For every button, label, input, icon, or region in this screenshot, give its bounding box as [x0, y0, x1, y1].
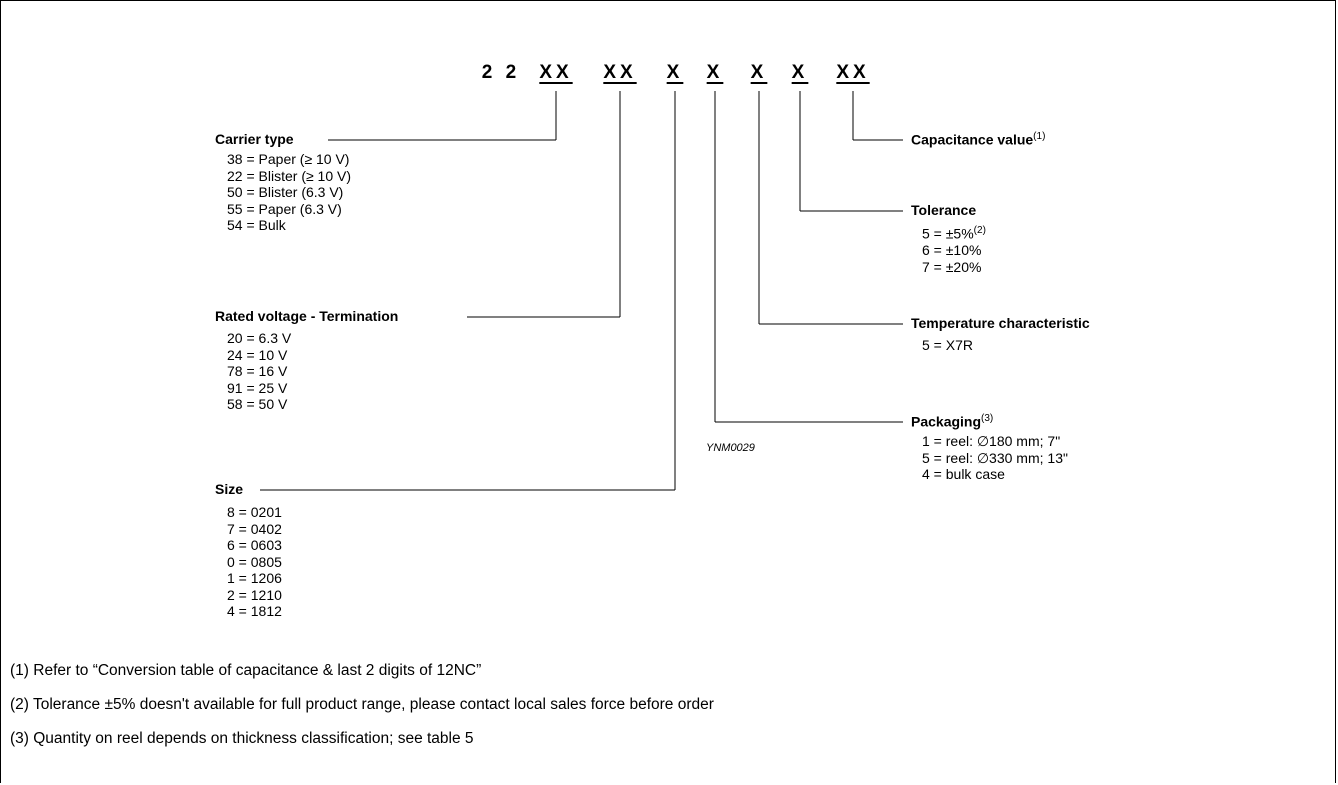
code-group-size: X: [666, 62, 684, 83]
list-item: 1 = reel: ∅180 mm; 7": [922, 433, 1061, 449]
code-group-voltage: XX: [603, 62, 637, 83]
carrier-type-list: 38 = Paper (≥ 10 V) 22 = Blister (≥ 10 V…: [227, 151, 351, 234]
carrier-type-title: Carrier type: [215, 131, 294, 147]
packaging-title: Packaging(3): [911, 413, 993, 430]
list-item: 6 = 0603: [227, 537, 282, 553]
footnote-2: (2) Tolerance ±5% doesn't available for …: [10, 696, 714, 713]
temperature-list: 5 = X7R: [922, 337, 973, 354]
code-group-packaging: X: [706, 62, 724, 83]
capacitance-title-text: Capacitance value: [911, 131, 1034, 148]
tolerance-title: Tolerance: [911, 202, 977, 218]
list-item: 4 = bulk case: [922, 466, 1005, 482]
list-item: 55 = Paper (6.3 V): [227, 200, 342, 217]
list-item: 78 = 16 V: [227, 363, 288, 379]
list-item: 5 = reel: ∅330 mm; 13": [922, 449, 1068, 466]
temperature-title: Temperature characteristic: [911, 315, 1090, 331]
list-item: 54 = Bulk: [227, 217, 286, 233]
size-list: 8 = 0201 7 = 0402 6 = 0603 0 = 0805 1 = …: [227, 504, 282, 620]
tolerance-list: 5 = ±5%(2) 6 = ±10% 7 = ±20%: [922, 223, 986, 275]
list-item: 6 = ±10%: [922, 242, 982, 259]
rated-voltage-title: Rated voltage - Termination: [215, 308, 399, 324]
list-item: 50 = Blister (6.3 V): [227, 184, 344, 200]
capacitance-title: Capacitance value(1): [911, 131, 1045, 148]
packaging-title-text: Packaging: [911, 413, 982, 430]
footnote-ref: (1): [1033, 131, 1046, 142]
list-item: 7 = ±20%: [922, 258, 982, 275]
figure-reference: YNM0029: [706, 442, 755, 454]
list-item: 0 = 0805: [227, 553, 282, 570]
list-item: 20 = 6.3 V: [227, 330, 292, 346]
footnote-1: (1) Refer to “Conversion table of capaci…: [10, 662, 482, 679]
list-item: 1 = 1206: [227, 570, 282, 586]
list-item-text: 5 = ±5%: [922, 225, 974, 242]
code-group-capacitance: XX: [836, 62, 870, 83]
code-prefix: 2 2: [481, 62, 521, 83]
code-group-temperature: X: [750, 62, 768, 83]
list-item: 5 = ±5%(2): [922, 223, 986, 242]
list-item: 38 = Paper (≥ 10 V): [227, 151, 350, 167]
list-item: 8 = 0201: [227, 504, 282, 520]
size-title: Size: [215, 481, 244, 497]
list-item: 22 = Blister (≥ 10 V): [227, 167, 352, 184]
packaging-list: 1 = reel: ∅180 mm; 7" 5 = reel: ∅330 mm;…: [922, 433, 1068, 483]
footnote-3: (3) Quantity on reel depends on thicknes…: [10, 730, 474, 747]
list-item: 2 = 1210: [227, 586, 282, 603]
list-item: 4 = 1812: [227, 603, 282, 619]
rated-voltage-list: 20 = 6.3 V 24 = 10 V 78 = 16 V 91 = 25 V…: [227, 330, 291, 413]
list-item: 5 = X7R: [922, 337, 973, 353]
list-item: 7 = 0402: [227, 520, 282, 537]
list-item: 24 = 10 V: [227, 346, 288, 363]
code-group-tolerance: X: [791, 62, 809, 83]
list-item: 91 = 25 V: [227, 379, 288, 396]
footnote-ref: (3): [981, 413, 994, 424]
list-item: 58 = 50 V: [227, 396, 288, 412]
code-group-carrier: XX: [539, 62, 573, 83]
footnote-ref: (2): [973, 225, 986, 236]
